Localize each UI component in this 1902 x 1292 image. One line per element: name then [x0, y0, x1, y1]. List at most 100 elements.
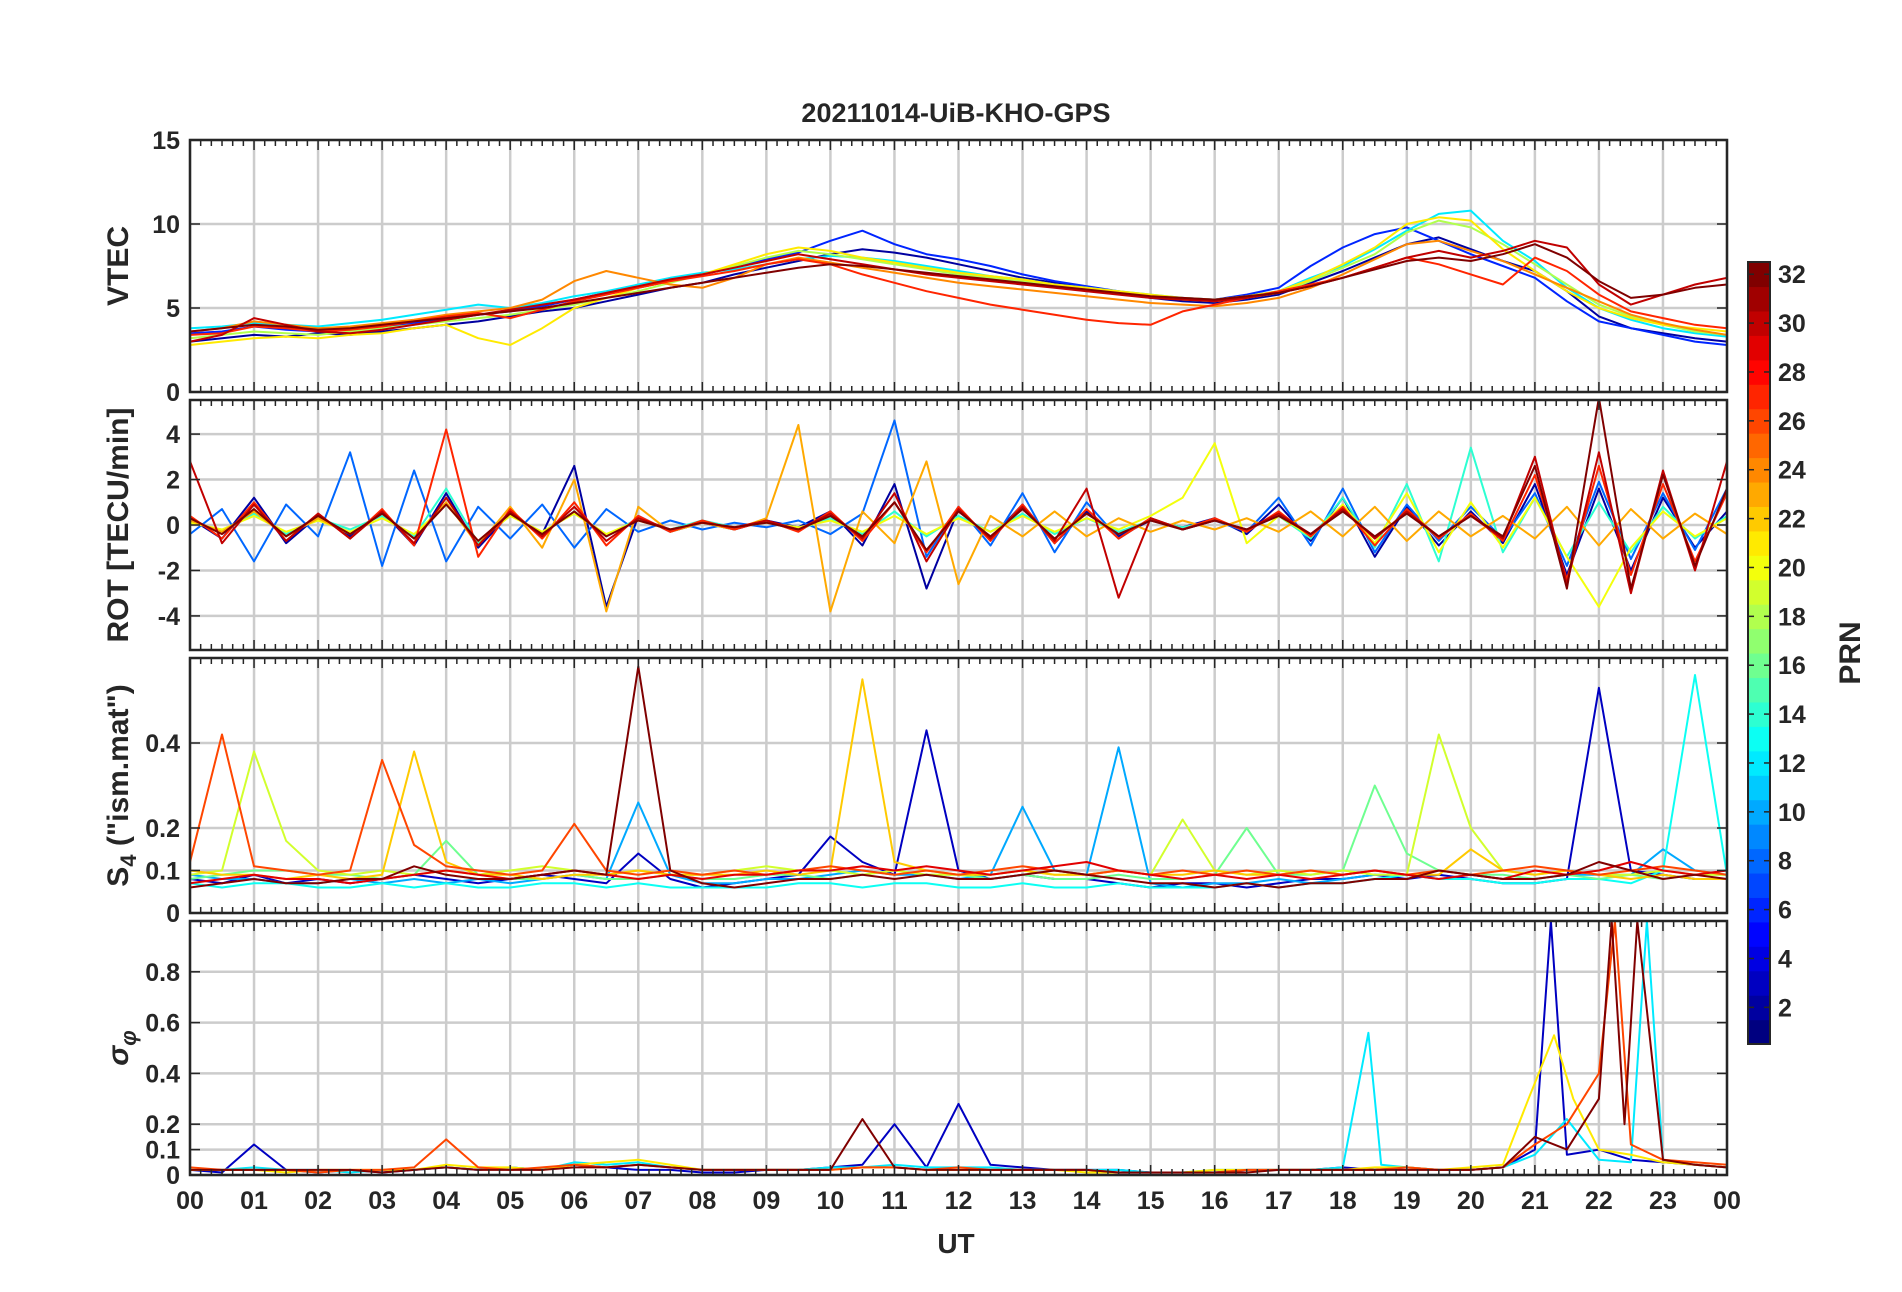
axes-frame	[188, 919, 1729, 1177]
x-tick-label: 11	[881, 1187, 908, 1215]
x-tick-label: 03	[368, 1187, 396, 1215]
colorbar-segment	[1748, 335, 1770, 361]
colorbar-segment	[1748, 653, 1770, 679]
colorbar-segment	[1748, 628, 1770, 654]
colorbar-segment	[1748, 946, 1770, 972]
series-line-prn-14	[190, 446, 1727, 563]
y-tick-label: 0	[166, 379, 180, 407]
colorbar-segment	[1748, 384, 1770, 410]
y-tick-label: 0	[166, 900, 180, 928]
x-tick-label: 00	[1713, 1187, 1741, 1215]
x-tick-label: 19	[1393, 1187, 1421, 1215]
x-tick-label: 04	[432, 1187, 460, 1215]
colorbar-tick-label: 30	[1778, 310, 1806, 338]
y-tick-label: -2	[158, 557, 180, 585]
x-tick-label: 05	[496, 1187, 524, 1215]
colorbar-tick-label: 26	[1778, 408, 1806, 436]
colorbar-segment	[1748, 506, 1770, 532]
y-tick-label: 0	[166, 1162, 180, 1190]
colorbar-tick-label: 18	[1778, 603, 1806, 631]
colorbar-segment	[1748, 799, 1770, 825]
colorbar-segment	[1748, 457, 1770, 483]
x-tick-label: 00	[176, 1187, 204, 1215]
y-tick-label: 5	[166, 295, 180, 323]
x-tick-label: 07	[624, 1187, 652, 1215]
series-line-prn-27	[190, 256, 1727, 336]
colorbar-segment	[1748, 921, 1770, 947]
colorbar-segment	[1748, 1019, 1770, 1045]
y-tick-label: 15	[152, 127, 180, 155]
colorbar-tick-label: 2	[1778, 994, 1792, 1022]
colorbar-segment	[1748, 481, 1770, 507]
series-group	[190, 400, 1727, 613]
series-line-prn-18	[190, 219, 1727, 340]
y-tick-label: 0.4	[145, 1060, 180, 1088]
colorbar-segment	[1748, 897, 1770, 923]
colorbar-segment	[1748, 995, 1770, 1021]
colorbar-segment	[1748, 824, 1770, 850]
colorbar-segment	[1748, 262, 1770, 288]
y-tick-label: 0.1	[145, 858, 180, 886]
colorbar-segment	[1748, 359, 1770, 385]
x-tick-label: 12	[945, 1187, 973, 1215]
y-axis-label: S4 ("ism.mat")	[102, 684, 141, 886]
panel-2: -4 -2 0 2 4 ROT [TECU/min]	[102, 398, 1729, 652]
colorbar-segment	[1748, 848, 1770, 874]
x-tick-label: 06	[560, 1187, 588, 1215]
colorbar-tick-label: 10	[1778, 799, 1806, 827]
colorbar-tick-label: 28	[1778, 359, 1806, 387]
y-tick-label: 4	[166, 421, 180, 449]
series-line-prn-21	[190, 216, 1727, 346]
series-group	[190, 209, 1727, 346]
series-line-prn-13	[190, 674, 1727, 889]
x-tick-label: 21	[1521, 1187, 1549, 1215]
y-tick-label: 0.6	[145, 1010, 180, 1038]
series-line-prn-23	[190, 424, 1727, 613]
colorbar-tick-label: 20	[1778, 554, 1806, 582]
y-tick-label: 0.2	[145, 1111, 180, 1139]
panel-1: 0 5 10 15 VTEC	[102, 127, 1729, 407]
colorbar-segment	[1748, 286, 1770, 312]
panel-4: 00.10.2 0.4 0.6 0.8 σφ 00 01 02 03 04 05 06 07 08 09 10…	[102, 919, 1741, 1215]
colorbar-segment	[1748, 970, 1770, 996]
x-tick-label: 01	[240, 1187, 268, 1215]
series-line-prn-12	[190, 209, 1727, 338]
colorbar-tick-label: 12	[1778, 750, 1806, 778]
colorbar-frame	[1747, 261, 1771, 1045]
colorbar-tick-label: 24	[1778, 457, 1806, 485]
x-tick-label: 22	[1585, 1187, 1613, 1215]
colorbar-segment	[1748, 677, 1770, 703]
y-axis-label: σφ	[102, 1030, 141, 1065]
x-tick-label: 18	[1329, 1187, 1357, 1215]
series-line-prn-32	[190, 400, 1727, 590]
colorbar-tick-label: 22	[1778, 506, 1806, 534]
colorbar-segment	[1748, 604, 1770, 630]
y-axis-label: VTEC	[102, 226, 135, 306]
y-tick-label: 0	[166, 512, 180, 540]
colorbar-tick-label: 4	[1778, 945, 1792, 973]
axes-frame	[188, 656, 1729, 915]
chart-title: 20211014-UiB-KHO-GPS	[801, 98, 1110, 128]
y-tick-label: 0.2	[145, 815, 180, 843]
colorbar-tick-label: 32	[1778, 261, 1806, 289]
x-tick-label: 13	[1009, 1187, 1037, 1215]
y-tick-label: -4	[158, 603, 180, 631]
y-tick-label: 0.8	[145, 959, 180, 987]
y-tick-label: 10	[152, 211, 180, 239]
x-tick-label: 16	[1201, 1187, 1229, 1215]
series-line-prn-27	[190, 428, 1727, 581]
y-tick-label: 0.4	[145, 730, 180, 758]
x-axis-label: UT	[937, 1228, 974, 1259]
x-tick-label: 23	[1649, 1187, 1677, 1215]
series-line-prn-24	[190, 239, 1727, 336]
colorbar-segment	[1748, 555, 1770, 581]
x-tick-label: 08	[688, 1187, 716, 1215]
x-tick-label: 10	[817, 1187, 845, 1215]
x-tick-label: 20	[1457, 1187, 1485, 1215]
y-tick-label: 2	[166, 467, 180, 495]
colorbar-tick-label: 14	[1778, 701, 1806, 729]
y-tick-label: 0.1	[145, 1137, 180, 1165]
